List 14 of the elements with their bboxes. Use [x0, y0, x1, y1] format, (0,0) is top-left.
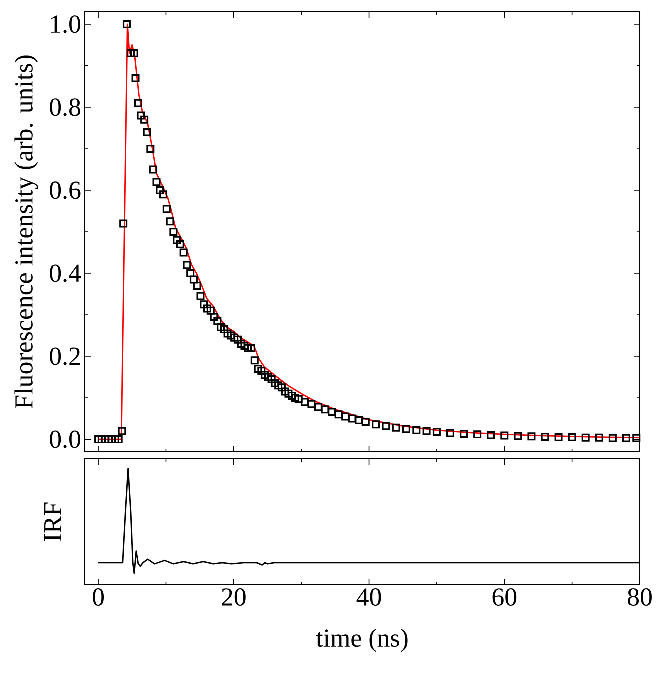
x-tick-label: 40	[356, 588, 382, 606]
y-tick-label: 0.2	[50, 348, 80, 366]
y-axis-title: Fluorescence intensity (arb. units)	[14, 56, 38, 409]
x-tick-label: 0	[93, 588, 104, 606]
x-tick-label: 20	[222, 588, 246, 606]
x-axis-title: time (ns)	[316, 628, 408, 652]
y-tick-label: 1.0	[51, 16, 80, 34]
y-tick-label: 0.4	[50, 264, 82, 282]
y-axis-title: IRF	[44, 502, 62, 542]
y-tick-label: 0.6	[50, 182, 81, 200]
x-tick-label: 60	[492, 588, 517, 606]
x-tick-label: 80	[628, 588, 652, 606]
y-tick-label: 0.8	[50, 98, 80, 116]
y-tick-label: 0.0	[50, 430, 80, 448]
